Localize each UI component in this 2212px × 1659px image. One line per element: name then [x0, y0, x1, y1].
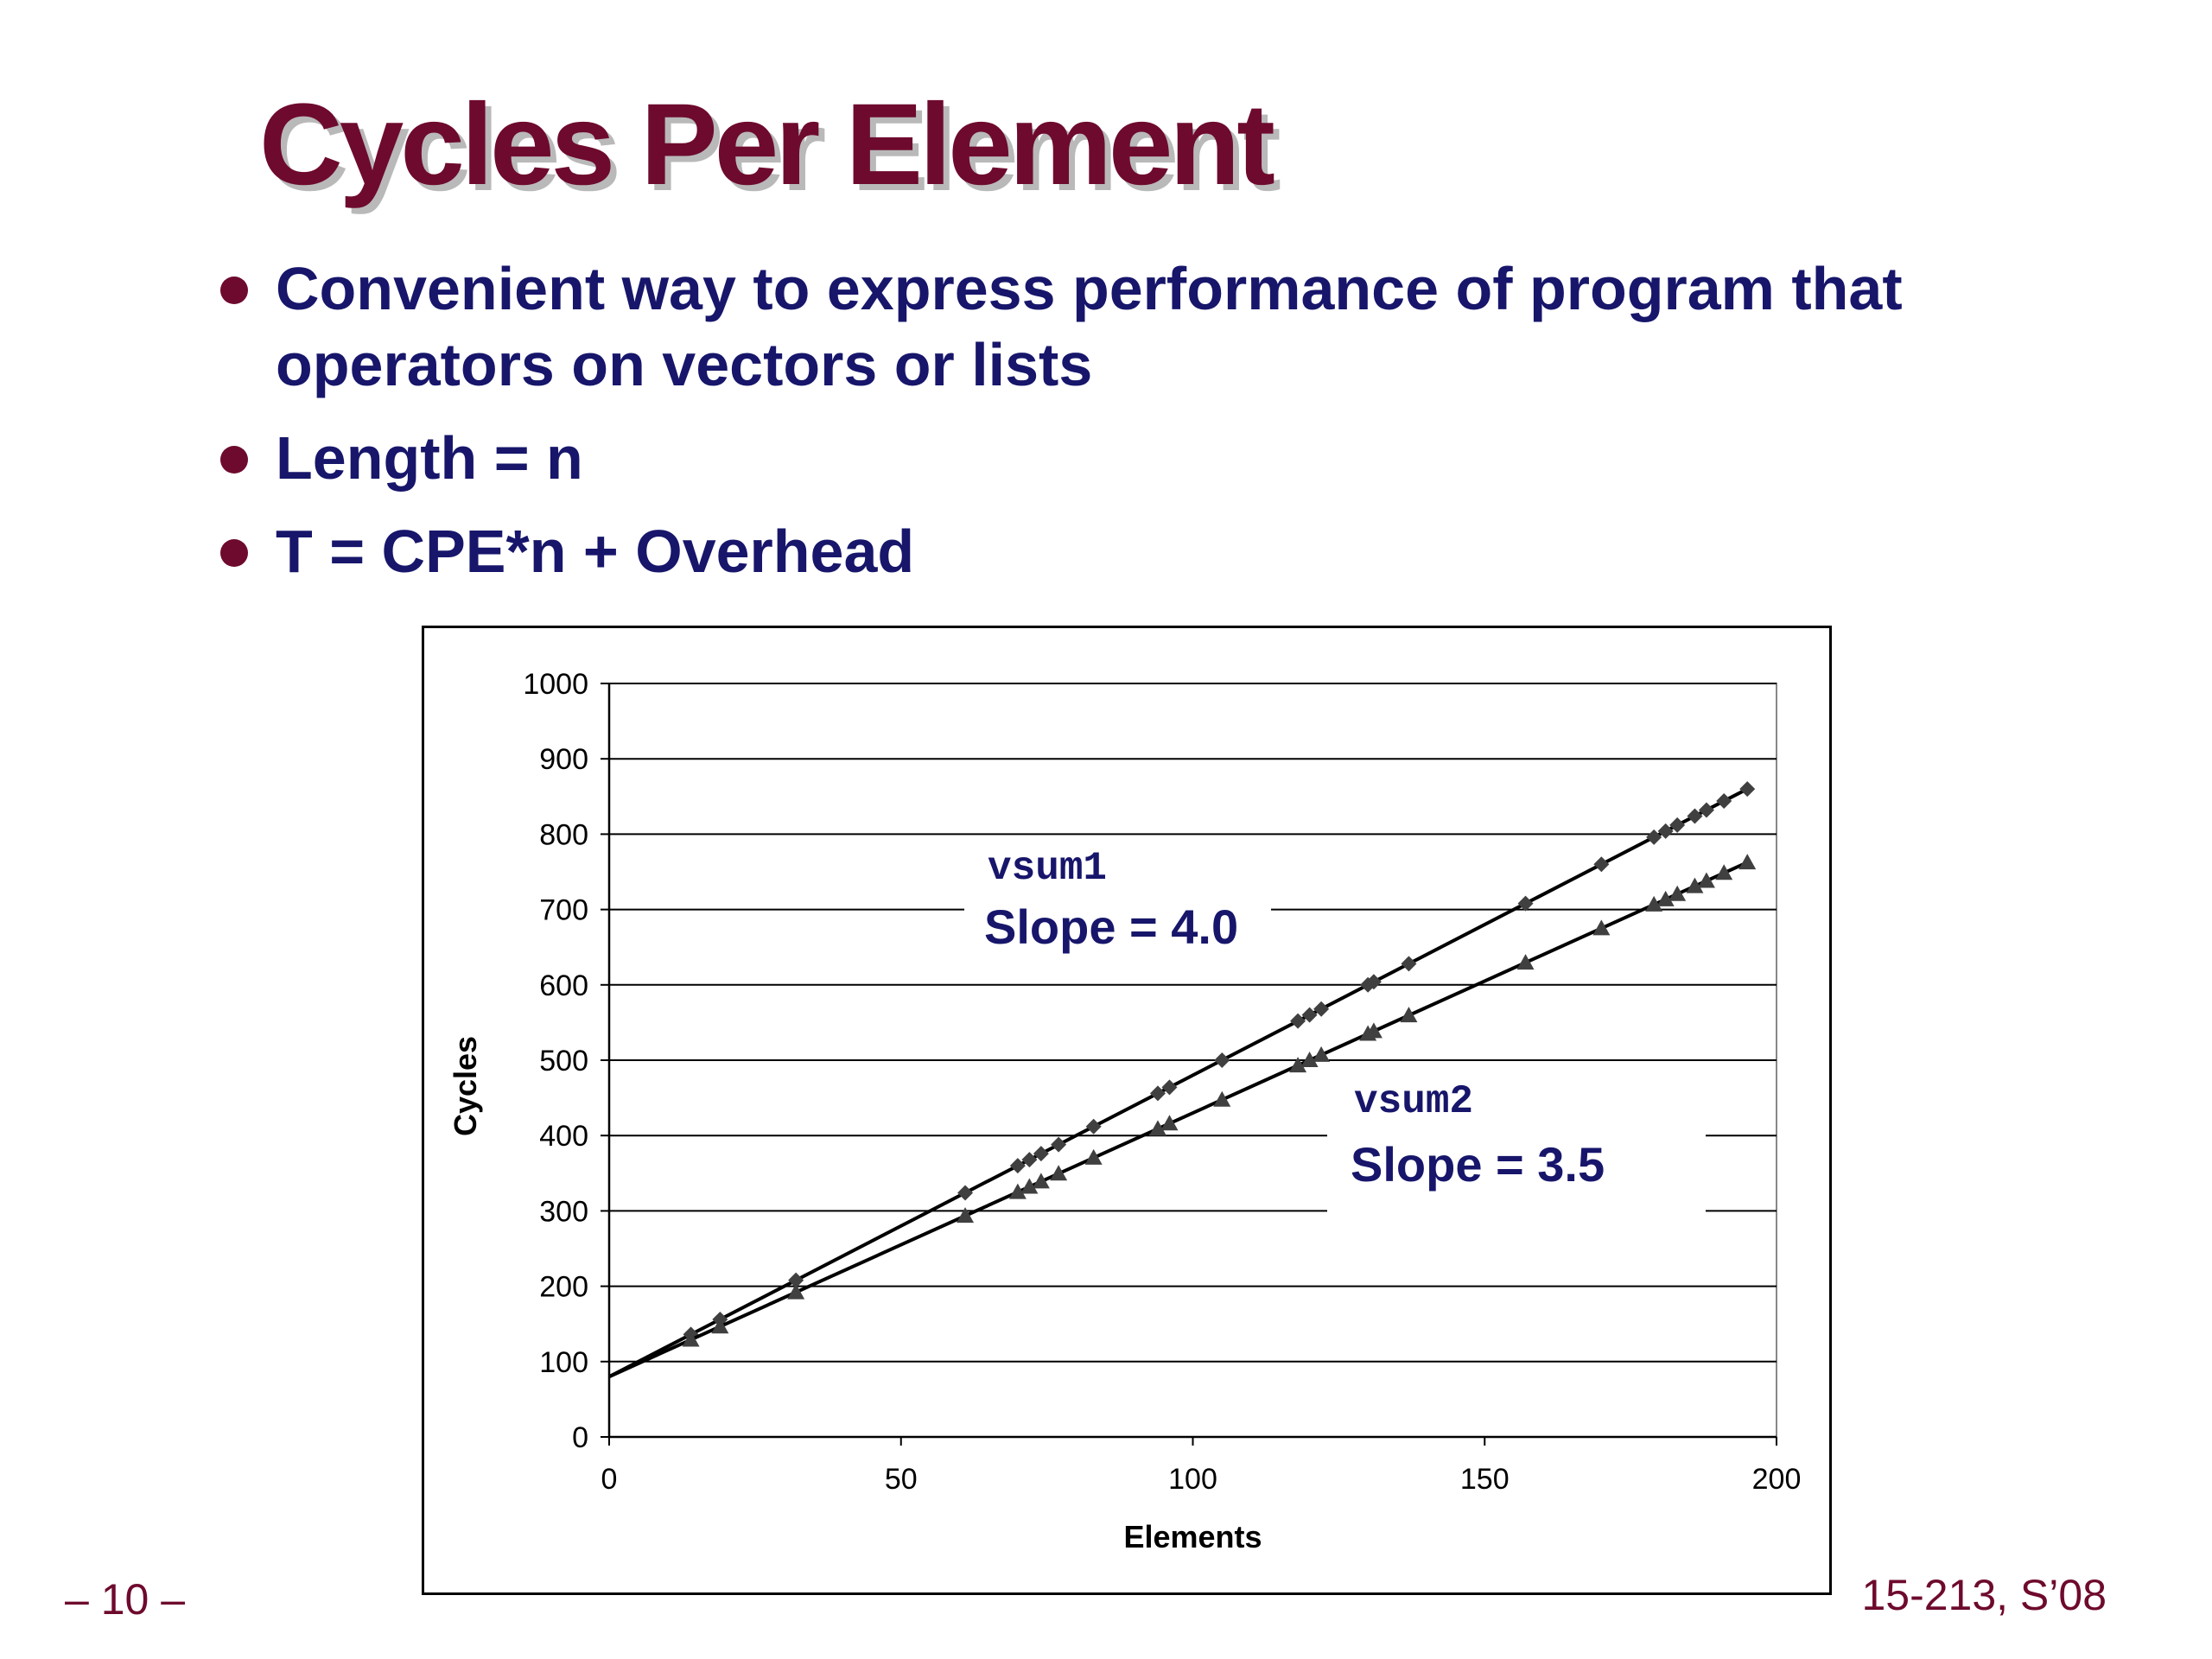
triangle-marker [1300, 1052, 1319, 1067]
diamond-marker [1646, 829, 1662, 845]
triangle-marker [1364, 1022, 1382, 1039]
diamond-marker [1365, 974, 1382, 990]
bullet-text: T = CPE*n + Overhead [276, 518, 915, 585]
triangle-marker [1160, 1115, 1179, 1131]
triangle-marker [957, 1207, 975, 1224]
diamond-marker [1301, 1007, 1318, 1023]
course-id: 15-213, S’08 [1861, 1571, 2107, 1619]
y-tick-label: 500 [539, 1045, 588, 1077]
bullet-text: Length = n [276, 424, 583, 492]
diamond-marker [1517, 895, 1534, 912]
triangle-marker [1738, 854, 1757, 870]
bullet-text: Convenient way to express performance of… [276, 255, 1903, 398]
x-tick-label: 0 [601, 1463, 618, 1496]
y-tick-label: 800 [539, 818, 588, 851]
triangle-marker [1050, 1165, 1068, 1181]
bullet-dot-icon [220, 276, 248, 304]
diamond-marker [1021, 1152, 1038, 1168]
diamond-marker [1716, 793, 1732, 810]
y-tick-label: 0 [572, 1421, 588, 1454]
annotation-series-name: vsum2 [1354, 1079, 1473, 1124]
y-tick-label: 300 [539, 1195, 588, 1228]
triangle-marker [1008, 1183, 1027, 1199]
y-tick-label: 700 [539, 894, 588, 927]
triangle-marker [1313, 1046, 1331, 1062]
diamond-marker [1009, 1158, 1026, 1174]
diamond-marker [1033, 1146, 1049, 1162]
triangle-marker [1020, 1178, 1039, 1194]
annotation-box [1327, 1083, 1706, 1214]
triangle-marker [1669, 885, 1687, 901]
triangle-marker [1084, 1148, 1103, 1165]
diamond-marker [957, 1185, 974, 1201]
y-tick-label: 200 [539, 1271, 588, 1304]
diamond-marker [1593, 856, 1610, 873]
triangle-marker [787, 1283, 805, 1300]
y-tick-label: 900 [539, 743, 588, 776]
y-tick-label: 400 [539, 1120, 588, 1153]
diamond-marker [1085, 1118, 1102, 1135]
triangle-marker [1645, 895, 1663, 912]
triangle-marker [1592, 919, 1611, 936]
x-tick-label: 200 [1752, 1463, 1802, 1496]
triangle-marker [1148, 1120, 1166, 1136]
diamond-marker [1051, 1136, 1067, 1153]
annotation-slope: Slope = 3.5 [1351, 1137, 1605, 1192]
diamond-marker [1698, 802, 1714, 818]
diamond-marker [1161, 1079, 1178, 1096]
triangle-marker [1289, 1057, 1307, 1073]
annotation-slope: Slope = 4.0 [984, 899, 1238, 954]
x-tick-label: 150 [1460, 1463, 1510, 1496]
triangle-marker [1032, 1173, 1050, 1189]
annotation-series-name: vsum1 [988, 846, 1107, 891]
triangle-marker [1656, 890, 1675, 906]
annotation-box [964, 851, 1271, 979]
triangle-marker [711, 1318, 729, 1334]
diamond-marker [1149, 1085, 1166, 1102]
triangle-marker [1213, 1090, 1231, 1107]
diamond-marker [1290, 1013, 1306, 1029]
x-tick-label: 50 [885, 1463, 918, 1496]
triangle-marker [1400, 1007, 1418, 1023]
cpe-chart: 0 100 200 300 400 500 600 700 800 900 1000 0 50 100 15… [448, 668, 1802, 1554]
diamond-marker [1687, 808, 1703, 824]
y-tick-label: 600 [539, 969, 588, 1002]
triangle-marker [1516, 954, 1535, 970]
x-axis-label: Elements [1123, 1519, 1262, 1554]
diamond-marker [1401, 956, 1417, 972]
bullet-dot-icon [220, 539, 248, 567]
bullet-dot-icon [220, 446, 248, 474]
x-tick-label: 100 [1168, 1463, 1217, 1496]
triangle-marker [1715, 864, 1733, 880]
y-tick-label: 100 [539, 1346, 588, 1379]
diamond-marker [1214, 1052, 1230, 1068]
triangle-marker [1697, 872, 1715, 888]
bullet-item: Length = n [220, 420, 2018, 496]
diamond-marker [1669, 817, 1686, 833]
y-axis-label: Cycles [448, 1036, 483, 1136]
bullet-item: T = CPE*n + Overhead [220, 513, 2018, 589]
page-number: – 10 – [65, 1575, 186, 1624]
triangle-marker [682, 1331, 700, 1347]
diamond-marker [1657, 823, 1674, 839]
bullet-item: Convenient way to express performance of… [220, 251, 2018, 403]
chart-frame: 0 100 200 300 400 500 600 700 800 900 1000 0 50 100 15… [422, 626, 1832, 1595]
slide-title: Cycles Per Element [259, 80, 1275, 209]
diamond-marker [788, 1272, 804, 1288]
diamond-marker [1739, 781, 1756, 798]
diamond-marker [1313, 1001, 1330, 1017]
triangle-marker [1686, 877, 1704, 893]
y-tick-label: 1000 [523, 668, 588, 701]
bullet-list: Convenient way to express performance of… [220, 251, 2018, 607]
